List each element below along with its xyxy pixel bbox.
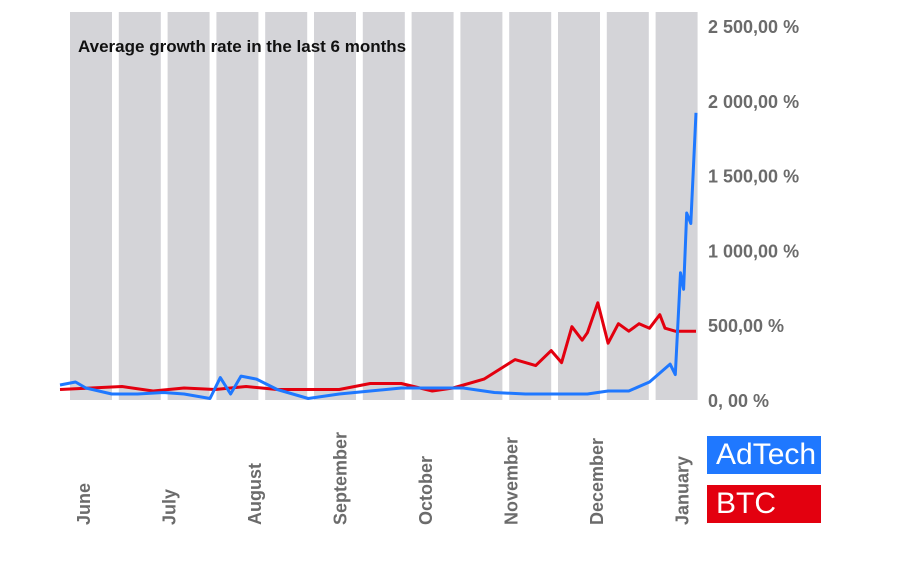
background-band	[606, 12, 649, 400]
legend-item-adtech: AdTech	[707, 436, 821, 474]
x-tick-label: October	[416, 456, 436, 525]
background-band	[509, 12, 552, 400]
y-tick-label: 2 500,00 %	[708, 17, 799, 37]
y-tick-label: 1 500,00 %	[708, 167, 799, 187]
background-band	[411, 12, 454, 400]
series-lines	[59, 112, 698, 400]
legend-label-btc: BTC	[716, 487, 776, 520]
series-line-btc	[59, 301, 696, 393]
y-tick-label: 1 000,00 %	[708, 241, 799, 261]
x-tick-label: December	[587, 438, 607, 525]
x-tick-label: November	[502, 437, 522, 525]
series-line-adtech	[59, 112, 698, 400]
background-band	[362, 12, 405, 400]
background-bands	[70, 12, 698, 400]
background-band	[460, 12, 503, 400]
x-tick-label: September	[331, 432, 351, 525]
background-band	[216, 12, 259, 400]
x-tick-label: July	[160, 489, 180, 525]
y-tick-label: 2 000,00 %	[708, 92, 799, 112]
x-tick-label: August	[245, 463, 265, 525]
background-band	[314, 12, 356, 400]
y-axis-ticks: 0, 00 % 500,00 % 1 000,00 % 1 500,00 % 2 000…	[708, 17, 799, 411]
legend-item-btc: BTC	[707, 485, 821, 523]
x-tick-label: January	[673, 456, 693, 525]
y-tick-label: 500,00 %	[708, 316, 784, 336]
y-tick-label: 0, 00 %	[708, 391, 769, 411]
background-band	[265, 12, 308, 400]
x-axis-ticks: June July August September October November De…	[74, 432, 693, 525]
background-band	[558, 12, 600, 400]
background-band	[167, 12, 210, 400]
legend-label-adtech: AdTech	[716, 438, 817, 471]
background-band	[70, 12, 112, 400]
x-tick-label: June	[74, 483, 94, 525]
chart-title: Average growth rate in the last 6 months	[78, 37, 406, 56]
background-band	[118, 12, 161, 400]
